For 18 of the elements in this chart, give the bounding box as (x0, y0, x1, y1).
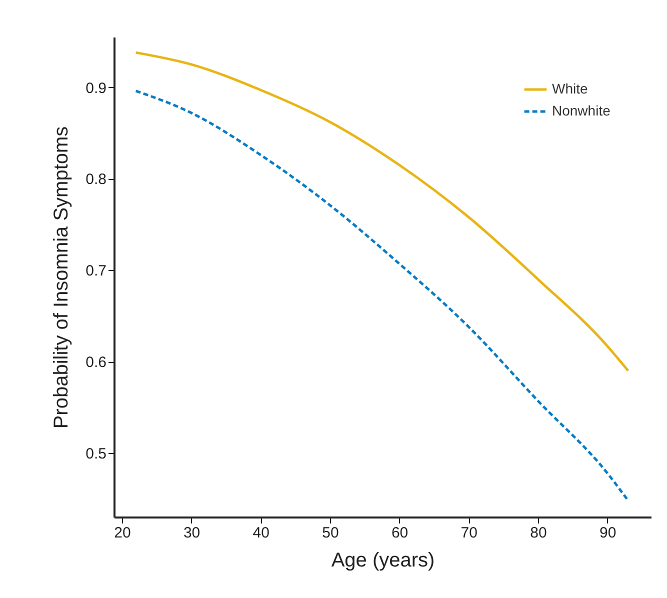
y-tick-label: 0.5 (86, 446, 106, 462)
y-tick-label: 0.7 (86, 262, 106, 280)
x-tick-label: 40 (252, 524, 270, 542)
x-tick-label: 80 (530, 524, 547, 542)
x-tick-label: 20 (114, 524, 131, 542)
x-axis-title: Age (years) (331, 550, 435, 572)
y-tick-label: 0.6 (86, 354, 106, 372)
x-tick-label: 90 (599, 524, 616, 542)
y-tick-label: 0.8 (86, 171, 106, 188)
x-tick-label: 70 (460, 524, 478, 542)
line-series (134, 51, 630, 372)
x-tick-label: 60 (391, 524, 408, 542)
y-tick-label: 0.9 (86, 80, 106, 97)
x-tick-label: 30 (183, 524, 200, 542)
legend-label: White (552, 80, 588, 96)
y-axis-title: Probability of Insomnia Symptoms (50, 126, 73, 429)
x-tick-label: 50 (322, 524, 339, 542)
legend-label: Nonwhite (552, 102, 611, 118)
